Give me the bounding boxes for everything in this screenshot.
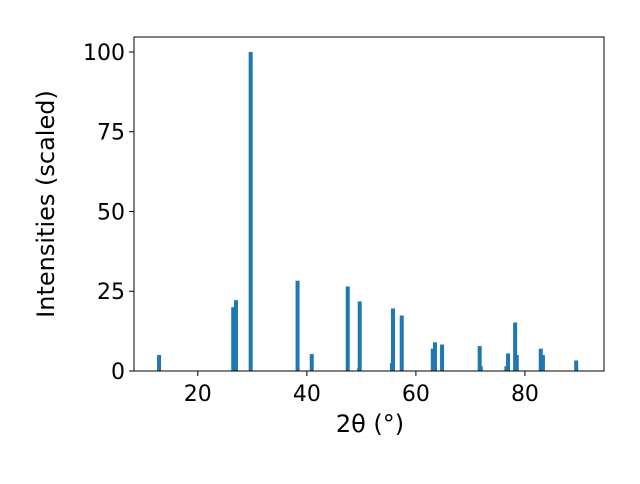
bar bbox=[295, 280, 300, 371]
bar bbox=[233, 300, 238, 371]
bar bbox=[432, 342, 437, 371]
bar bbox=[514, 355, 519, 371]
bar bbox=[506, 353, 511, 371]
x-tick-label: 80 bbox=[511, 382, 539, 407]
x-tick-label: 60 bbox=[402, 382, 430, 407]
bar bbox=[540, 355, 545, 371]
bar bbox=[430, 348, 435, 371]
bar bbox=[248, 51, 253, 371]
y-tick-label: 100 bbox=[83, 41, 125, 66]
y-tick-label: 25 bbox=[97, 280, 125, 305]
plot-frame bbox=[133, 36, 605, 372]
bar bbox=[157, 355, 162, 371]
bar bbox=[538, 348, 543, 371]
bar bbox=[478, 366, 483, 371]
x-tick-label: 20 bbox=[184, 382, 212, 407]
y-tick-label: 50 bbox=[97, 200, 125, 225]
bar bbox=[399, 315, 404, 371]
x-axis-label: 2θ (°) bbox=[336, 410, 404, 438]
bar bbox=[357, 301, 362, 371]
y-tick-label: 0 bbox=[111, 360, 125, 385]
bar bbox=[477, 346, 482, 371]
bar bbox=[574, 360, 579, 371]
bar bbox=[390, 308, 395, 371]
x-tick-label: 40 bbox=[293, 382, 321, 407]
y-axis-label: Intensities (scaled) bbox=[32, 90, 60, 318]
bar bbox=[345, 286, 350, 371]
y-tick-label: 75 bbox=[97, 121, 125, 146]
bar bbox=[513, 322, 518, 371]
bar bbox=[309, 354, 314, 371]
bar bbox=[440, 344, 445, 371]
bar bbox=[231, 307, 236, 371]
